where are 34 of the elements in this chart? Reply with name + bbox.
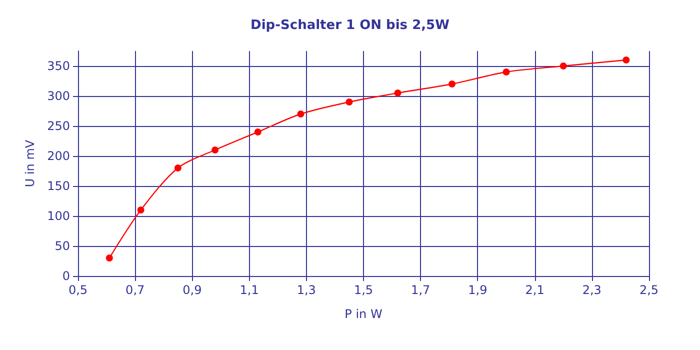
x-axis-title: P in W xyxy=(344,307,382,321)
x-tick-label: 1,9 xyxy=(468,283,488,297)
point xyxy=(346,98,353,106)
x-tick-label: 1,3 xyxy=(296,283,316,297)
y-axis-title: U in mV xyxy=(23,139,37,188)
point xyxy=(137,206,144,214)
point xyxy=(254,128,262,136)
y-tick-label: 200 xyxy=(47,149,70,163)
point xyxy=(394,90,402,96)
point xyxy=(106,254,113,262)
x-tick-label: 2,3 xyxy=(582,283,602,297)
y-tick-label: 250 xyxy=(47,119,70,133)
x-tick-label: 2,1 xyxy=(525,283,544,297)
y-tick-label: 350 xyxy=(47,59,70,73)
point xyxy=(560,62,567,70)
y-tick-label: 0 xyxy=(62,269,70,283)
point xyxy=(622,56,630,64)
chart-title: Dip-Schalter 1 ON bis 2,5W xyxy=(250,18,450,33)
y-tick-label: 150 xyxy=(47,179,70,193)
x-tick-label: 0,9 xyxy=(182,283,202,297)
y-tick-label: 300 xyxy=(47,89,70,103)
point xyxy=(502,68,510,76)
point xyxy=(448,80,456,88)
y-tick-label: 100 xyxy=(47,209,70,223)
point xyxy=(174,164,182,172)
y-tick-label: 50 xyxy=(54,239,70,253)
x-tick-label: 2,5 xyxy=(639,283,659,297)
point xyxy=(212,146,219,154)
point xyxy=(297,110,304,118)
x-tick-label: 1,7 xyxy=(411,283,430,297)
x-tick-label: 1,5 xyxy=(354,283,374,297)
x-tick-label: 0,5 xyxy=(68,283,88,297)
x-tick-label: 1,1 xyxy=(240,283,259,297)
x-tick-label: 0,7 xyxy=(126,283,145,297)
